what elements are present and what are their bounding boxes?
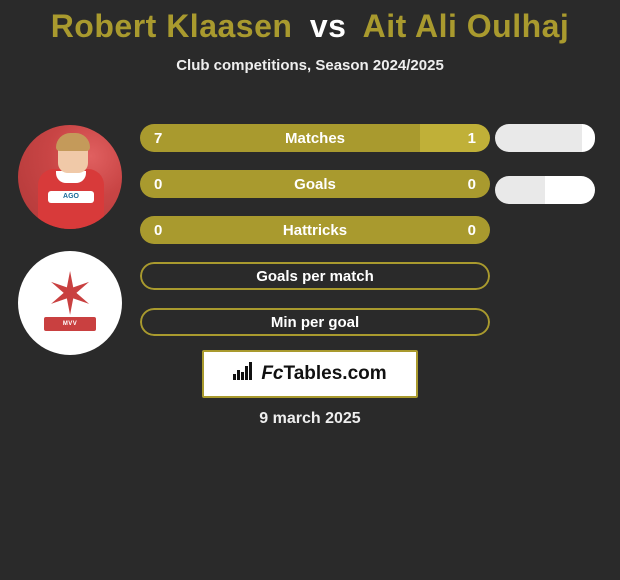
subtitle: Club competitions, Season 2024/2025 xyxy=(0,57,620,74)
bar-value-right: 1 xyxy=(454,124,490,152)
bar-value-left: 0 xyxy=(140,216,176,244)
fctables-logo: FcTables.com xyxy=(202,350,418,398)
avatar1-hair xyxy=(56,133,90,151)
title-vs: vs xyxy=(310,8,347,44)
ratio-pills xyxy=(495,124,605,228)
avatar1-sponsor: AGO xyxy=(48,191,94,203)
bar-row: Min per goal xyxy=(140,308,490,336)
bar-row: 00Hattricks xyxy=(140,216,490,244)
pill-right xyxy=(582,124,595,152)
ratio-pill xyxy=(495,124,595,152)
bar-value-right: 0 xyxy=(454,170,490,198)
date-label: 9 march 2025 xyxy=(0,410,620,428)
bar-row: 00Goals xyxy=(140,170,490,198)
bar-chart-icon xyxy=(233,362,255,386)
pill-left xyxy=(495,124,582,152)
logo-text: FcTables.com xyxy=(261,363,386,385)
comparison-bars: 71Matches00Goals00HattricksGoals per mat… xyxy=(140,124,490,354)
logo-prefix: Fc xyxy=(261,363,283,384)
comparison-title: Robert Klaasen vs Ait Ali Oulhaj xyxy=(0,0,620,45)
bar-segment-left xyxy=(140,124,420,152)
bar-row: 71Matches xyxy=(140,124,490,152)
ratio-pill xyxy=(495,176,595,204)
avatars: AGO ✶ MVV MAASTRICHT xyxy=(18,125,122,377)
bar-value-left: 0 xyxy=(140,170,176,198)
player2-avatar: ✶ MVV MAASTRICHT xyxy=(18,251,122,355)
avatar2-badge: MVV MAASTRICHT xyxy=(44,317,96,331)
bar-segment-left xyxy=(140,216,490,244)
pill-left xyxy=(495,176,545,204)
logo-suffix: Tables.com xyxy=(284,363,387,384)
title-player2: Ait Ali Oulhaj xyxy=(363,8,570,44)
bar-value-right: 0 xyxy=(454,216,490,244)
bar-segment-left xyxy=(140,170,490,198)
bar-track xyxy=(140,262,490,290)
bar-row: Goals per match xyxy=(140,262,490,290)
player1-avatar: AGO xyxy=(18,125,122,229)
title-player1: Robert Klaasen xyxy=(51,8,293,44)
bar-track xyxy=(140,308,490,336)
avatar2-star-icon: ✶ xyxy=(40,265,100,325)
pill-right xyxy=(545,176,595,204)
bar-value-left: 7 xyxy=(140,124,176,152)
